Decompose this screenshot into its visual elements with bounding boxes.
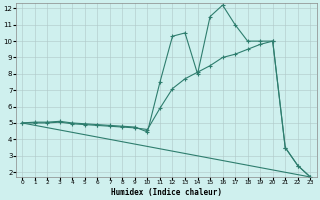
X-axis label: Humidex (Indice chaleur): Humidex (Indice chaleur)	[111, 188, 222, 197]
